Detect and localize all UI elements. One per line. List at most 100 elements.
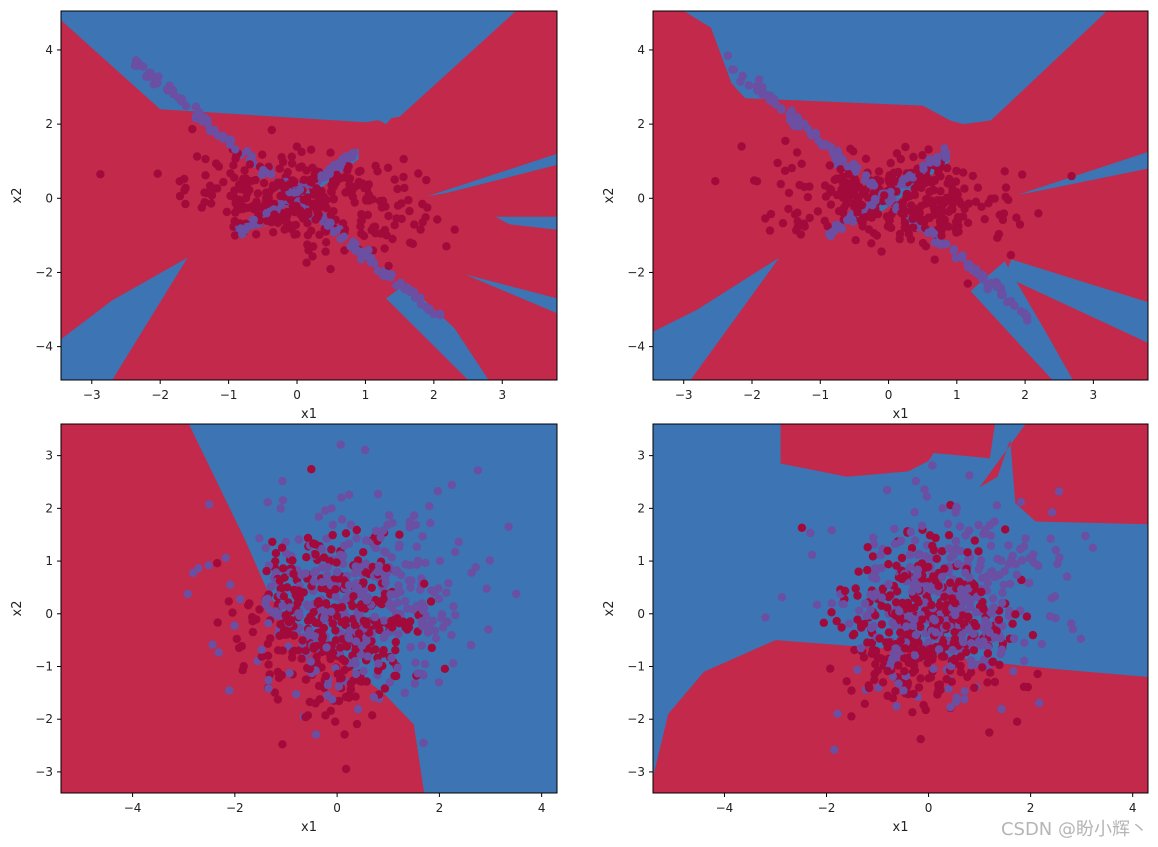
y-tick-label: −2 (35, 265, 53, 279)
data-point-purple (327, 504, 336, 513)
data-point-purple (419, 606, 428, 615)
data-point-purple (371, 526, 381, 536)
data-point-red (960, 184, 969, 193)
data-point-purple (405, 523, 414, 532)
data-point-red (422, 175, 431, 185)
y-tick-label: 3 (45, 449, 53, 463)
data-point-red (392, 214, 401, 223)
data-point-red (871, 646, 881, 656)
data-point-red (918, 238, 928, 248)
data-point-red (827, 185, 836, 195)
data-point-red (345, 180, 354, 190)
data-point-purple (285, 668, 294, 678)
data-point-purple (371, 543, 381, 553)
data-point-purple (357, 641, 367, 650)
data-point-purple (383, 520, 392, 530)
data-point-purple (423, 304, 433, 313)
data-point-red (393, 614, 402, 623)
data-point-purple (326, 607, 336, 616)
data-point-red (864, 681, 873, 690)
data-point-red (346, 679, 356, 688)
data-point-purple (1017, 556, 1027, 565)
data-point-red (391, 646, 400, 655)
plot-area (653, 424, 1148, 793)
data-point-red (390, 221, 399, 230)
data-point-red (213, 184, 222, 193)
data-point-purple (351, 569, 360, 578)
data-point-red (295, 594, 304, 603)
data-point-purple (911, 476, 920, 486)
data-point-red (883, 546, 892, 555)
data-point-red (884, 628, 894, 637)
data-point-red (433, 215, 442, 224)
data-point-red (341, 692, 351, 702)
data-point-red (840, 586, 850, 596)
data-point-red (790, 210, 800, 219)
x-tick-label: −2 (743, 388, 761, 402)
data-point-purple (979, 637, 988, 646)
data-point-red (382, 563, 391, 573)
data-point-purple (394, 581, 403, 590)
data-point-purple (359, 666, 368, 676)
data-point-purple (403, 604, 412, 613)
data-point-purple (812, 600, 822, 609)
data-point-red (837, 623, 846, 632)
data-point-purple (1046, 534, 1055, 543)
data-point-purple (974, 520, 983, 530)
data-point-purple (963, 263, 973, 272)
data-point-purple (195, 108, 204, 117)
y-tick-label: 4 (45, 43, 53, 57)
data-point-purple (314, 512, 324, 521)
data-point-red (312, 652, 321, 662)
data-point-purple (326, 218, 335, 227)
data-point-purple (1054, 487, 1064, 496)
data-point-red (921, 705, 930, 715)
data-point-purple (961, 568, 970, 577)
data-point-red (918, 151, 927, 160)
data-point-purple (869, 540, 879, 549)
data-point-red (349, 592, 358, 601)
data-point-red (406, 617, 415, 626)
data-point-red (950, 627, 959, 637)
data-point-purple (467, 568, 476, 577)
data-point-red (1018, 170, 1027, 179)
data-point-red (883, 666, 892, 676)
data-point-red (175, 191, 185, 201)
data-point-red (289, 569, 298, 579)
data-point-purple (905, 550, 915, 560)
data-point-red (269, 228, 278, 237)
data-point-purple (406, 583, 415, 592)
data-point-red (255, 216, 265, 225)
data-point-purple (876, 550, 885, 560)
data-point-purple (416, 293, 425, 302)
data-point-red (854, 567, 863, 576)
data-point-purple (758, 83, 767, 92)
data-point-purple (1045, 612, 1055, 621)
data-point-red (426, 597, 436, 606)
y-tick-label: 1 (45, 554, 53, 568)
y-tick-label: −2 (35, 712, 53, 726)
data-point-red (327, 187, 336, 197)
data-point-red (418, 199, 427, 209)
data-point-red (373, 666, 383, 675)
data-point-red (797, 523, 807, 532)
data-point-purple (1037, 639, 1047, 649)
data-point-red (916, 734, 925, 744)
data-point-purple (997, 704, 1006, 714)
data-point-red (388, 234, 397, 244)
data-point-purple (337, 493, 346, 502)
data-point-purple (966, 656, 976, 665)
data-point-purple (1004, 541, 1013, 550)
data-point-red (408, 239, 418, 248)
data-point-purple (1012, 570, 1021, 579)
data-point-purple (961, 531, 970, 540)
data-point-red (262, 566, 271, 576)
data-point-red (765, 226, 775, 235)
y-tick-label: −2 (627, 265, 645, 279)
data-point-purple (264, 619, 273, 628)
data-point-red (886, 158, 895, 168)
data-point-purple (304, 602, 313, 611)
data-point-purple (373, 489, 383, 499)
data-point-red (268, 537, 277, 547)
data-point-red (205, 181, 215, 190)
